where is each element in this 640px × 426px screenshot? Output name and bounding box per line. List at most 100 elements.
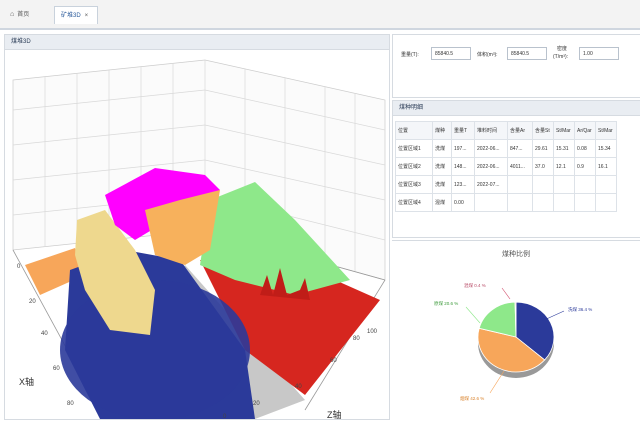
table-cell: 2022-06...	[474, 157, 508, 176]
table-cell: 0.9	[574, 157, 596, 176]
x-tick-80: 80	[67, 401, 74, 407]
coal-ratio-pie-chart[interactable]	[392, 241, 640, 419]
col-coal-type[interactable]: 煤种	[432, 121, 452, 140]
red-segment	[200, 260, 380, 395]
tab-3d-pile[interactable]: 矿堆3D ×	[54, 6, 98, 24]
pile-3d-view[interactable]: 0 20 40 60 80 X轴 0 20 40 60 80 100 Z轴	[5, 50, 389, 419]
z-tick-40: 40	[295, 384, 302, 390]
weight-field[interactable]: 85840.5	[431, 47, 471, 60]
home-icon: ⌂	[10, 11, 15, 18]
table-cell: 位置区域2	[395, 157, 433, 176]
table-cell: 洗煤	[432, 175, 452, 194]
col-st-mar[interactable]: St/Mar	[553, 121, 575, 140]
table-cell: 37.0	[532, 157, 554, 176]
coal-pile	[25, 168, 380, 419]
coal-detail-table: 位置 煤种 重量T 堆料时间 含量Ar 含量St St/Mar Ar/Qar S…	[395, 121, 617, 212]
pie-label-raw: 原煤 20.6 %	[434, 301, 459, 306]
table-cell: 位置区域3	[395, 175, 433, 194]
col-st[interactable]: 含量St	[532, 121, 554, 140]
tab-bar: ⌂ 首页 矿堆3D ×	[0, 0, 640, 30]
pie-leader-line	[489, 370, 505, 394]
table-header-row: 位置 煤种 重量T 堆料时间 含量Ar 含量St St/Mar Ar/Qar S…	[395, 121, 617, 140]
table-row[interactable]: 位置区域3 洗煤 123... 2022-07...	[395, 175, 617, 194]
close-icon[interactable]: ×	[84, 13, 89, 19]
pie-slice-1[interactable]	[477, 327, 546, 373]
table-cell: 0.00	[451, 193, 475, 212]
orange-segment	[145, 190, 220, 265]
coal-detail-title: 煤种明细	[393, 101, 640, 116]
table-row[interactable]: 位置区域1 洗煤 197... 2022-06... 847... 29.61 15.31 0…	[395, 139, 617, 158]
weight-label: 重量(T):	[401, 52, 419, 58]
magenta-segment	[105, 168, 220, 240]
pie-slice-0[interactable]	[515, 301, 555, 361]
orange-wedge-left	[25, 248, 85, 295]
volume-field[interactable]: 85840.5	[507, 47, 547, 60]
z-tick-0: 0	[223, 414, 227, 419]
red-spikes	[260, 268, 310, 300]
table-cell: 2022-06...	[474, 139, 508, 158]
z-axis-title: Z轴	[327, 409, 342, 419]
z-tick-20: 20	[253, 401, 260, 407]
tab-home[interactable]: ⌂ 首页	[4, 6, 46, 24]
col-weight[interactable]: 重量T	[451, 121, 475, 140]
pie-leader-line	[541, 310, 565, 322]
col-time[interactable]: 堆料时间	[474, 121, 508, 140]
pie-label-bituminous: 烟煤 42.6 %	[460, 396, 485, 401]
table-cell: 16.1	[595, 157, 617, 176]
pie-leader-line	[465, 306, 481, 324]
density-field[interactable]: 1.00	[579, 47, 619, 60]
table-cell: 123...	[451, 175, 475, 194]
table-cell: 位置区域1	[395, 139, 433, 158]
volume-label: 体积(m³):	[477, 52, 498, 58]
blue-base	[60, 280, 250, 419]
z-tick-80: 80	[353, 336, 360, 342]
pile-3d-panel-title: 煤堆3D	[5, 35, 389, 50]
table-cell: 4011...	[507, 157, 533, 176]
x-tick-20: 20	[29, 299, 36, 305]
khaki-segment	[75, 210, 155, 335]
table-cell	[574, 175, 596, 194]
pile-info-form: 重量(T): 85840.5 体积(m³): 85840.5 密度 (T/m³)…	[392, 34, 640, 98]
table-cell	[595, 193, 617, 212]
pile-3d-panel: 煤堆3D	[4, 34, 390, 420]
x-tick-60: 60	[53, 366, 60, 372]
z-tick-100: 100	[367, 329, 378, 335]
z-axis: 0 20 40 60 80 100 Z轴	[223, 329, 378, 419]
pie-slice-3[interactable]	[514, 301, 517, 338]
x-axis: 0 20 40 60 80 X轴	[17, 264, 74, 407]
tab-home-label: 首页	[17, 12, 30, 18]
col-st-mar-2[interactable]: St/Mar	[595, 121, 617, 140]
density-unit-label: (T/m³):	[553, 54, 568, 60]
table-cell: 混煤	[432, 193, 452, 212]
table-cell: 洗煤	[432, 157, 452, 176]
table-cell: 15.31	[553, 139, 575, 158]
table-cell: 2022-07...	[474, 175, 508, 194]
tab-3d-pile-label: 矿堆3D	[61, 13, 81, 19]
table-cell: 15.34	[595, 139, 617, 158]
col-ar[interactable]: 含量Ar	[507, 121, 533, 140]
table-cell	[574, 193, 596, 212]
x-tick-40: 40	[41, 331, 48, 337]
table-cell: 197...	[451, 139, 475, 158]
table-cell	[553, 193, 575, 212]
pie-slice-2[interactable]	[478, 301, 517, 338]
table-cell	[474, 193, 508, 212]
table-cell	[595, 175, 617, 194]
pie-label-wash: 洗煤 36.4 %	[568, 307, 593, 312]
table-row[interactable]: 位置区域4 混煤 0.00	[395, 193, 617, 212]
table-cell: 148...	[451, 157, 475, 176]
z-tick-60: 60	[330, 358, 337, 364]
density-label: 密度	[557, 46, 568, 52]
table-row[interactable]: 位置区域2 洗煤 148... 2022-06... 4011... 37.0 12.1 0.…	[395, 157, 617, 176]
table-cell: 847...	[507, 139, 533, 158]
table-cell	[553, 175, 575, 194]
coal-detail-panel: 煤种明细 位置 煤种 重量T 堆料时间 含量Ar 含量St St/Mar Ar/…	[392, 100, 640, 238]
x-tick-0: 0	[17, 264, 21, 270]
x-axis-title: X轴	[19, 376, 34, 387]
table-cell	[507, 175, 533, 194]
col-ar-qar[interactable]: Ar/Qar	[574, 121, 596, 140]
pie-title: 煤种比例	[502, 251, 530, 258]
col-position[interactable]: 位置	[395, 121, 433, 140]
table-cell: 12.1	[553, 157, 575, 176]
